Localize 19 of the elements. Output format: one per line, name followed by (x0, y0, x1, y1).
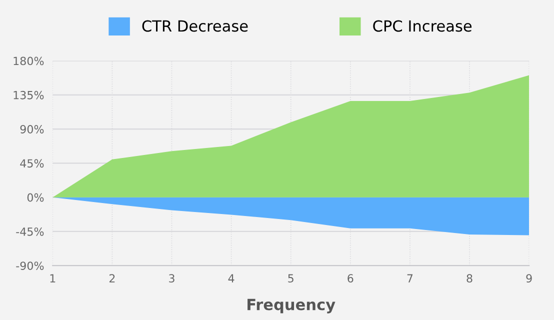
x-tick-label: 3 (169, 274, 174, 283)
x-tick-label: 9 (526, 274, 532, 283)
y-tick-label: -45% (16, 227, 44, 236)
x-tick-label: 2 (109, 274, 115, 282)
legend-label: CPC Increase (373, 20, 472, 32)
x-axis-title: Frequency (248, 298, 336, 314)
y-tick-label: -90% (16, 262, 44, 270)
x-tick-label: 7 (407, 274, 413, 282)
y-tick-label: 90% (20, 125, 44, 134)
x-tick-label: 4 (228, 274, 234, 282)
x-tick-label: 8 (466, 274, 472, 283)
y-tick-label: 0% (27, 193, 44, 202)
x-tick-label: 6 (348, 274, 354, 283)
x-tick-label: 5 (288, 274, 294, 283)
y-tick-label: 45% (20, 159, 44, 168)
y-tick-label: 180% (14, 56, 44, 66)
legend-label: CTR Decrease (142, 20, 248, 32)
y-tick-label: 135% (14, 90, 44, 100)
x-tick-label: 1 (50, 274, 56, 282)
